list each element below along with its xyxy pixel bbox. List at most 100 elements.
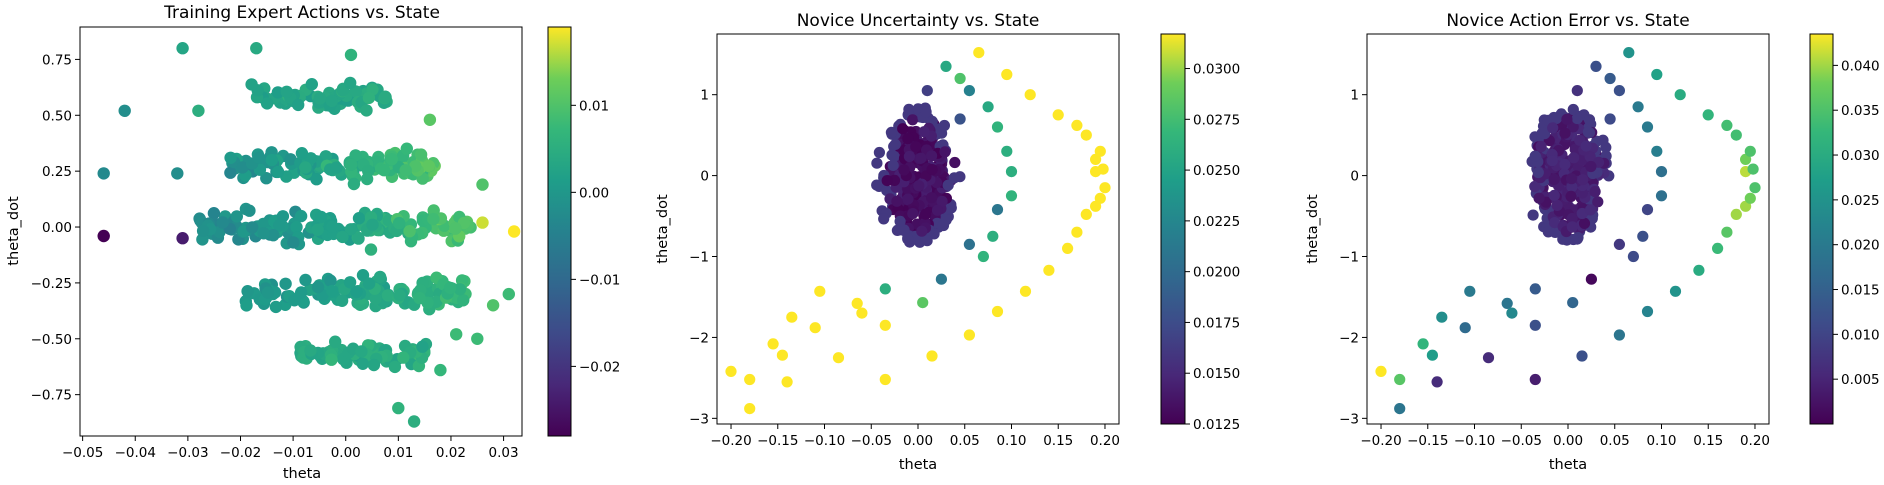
x-tick-label: −0.10	[1454, 433, 1495, 449]
data-point	[344, 223, 358, 236]
data-point	[1565, 190, 1577, 202]
data-point	[267, 229, 280, 242]
colorbar-tick-label: 0.035	[1841, 103, 1880, 119]
data-point	[245, 78, 258, 91]
data-point	[1506, 307, 1518, 319]
data-point	[1529, 150, 1541, 162]
data-point	[336, 230, 349, 244]
x-tick-label: 0.03	[489, 445, 519, 461]
data-point	[921, 85, 933, 97]
data-point	[409, 160, 422, 173]
data-point	[471, 332, 484, 345]
data-point	[1674, 89, 1686, 101]
data-point	[360, 172, 374, 186]
chart-panel-3: Novice Action Error vs. State −0.20 −0.15…	[1305, 11, 1880, 473]
data-point	[243, 204, 256, 217]
y-tick-label: 0.75	[42, 52, 72, 68]
data-point	[397, 351, 410, 364]
data-point	[260, 172, 273, 185]
data-point	[1568, 152, 1580, 164]
data-point	[224, 151, 237, 164]
data-point	[385, 153, 398, 166]
data-point	[1052, 109, 1064, 121]
data-point	[1529, 373, 1541, 386]
data-point	[265, 153, 278, 167]
data-point	[1559, 127, 1571, 139]
data-point	[1501, 297, 1513, 309]
data-point	[907, 114, 919, 126]
data-point	[1576, 350, 1588, 362]
data-point	[767, 338, 779, 350]
data-point	[1604, 113, 1616, 125]
data-point	[915, 152, 927, 164]
data-point	[1641, 305, 1654, 318]
data-point	[414, 148, 428, 161]
colorbar-tick-label: 0.0175	[1193, 315, 1240, 331]
y-tick-label: −1	[689, 250, 709, 266]
y-axis-label: theta_dot	[6, 196, 22, 266]
data-point	[1721, 119, 1733, 131]
data-point	[879, 319, 891, 331]
data-point	[1740, 153, 1752, 165]
x-axis-ticks: −0.20 −0.15 −0.10 −0.05 0.00 0.05 0.10 0.15 0.20	[1360, 424, 1770, 449]
y-axis-ticks: −0.75 −0.50 −0.25 0.00 0.25 0.50 0.75	[31, 52, 80, 404]
points-layer	[97, 42, 521, 428]
data-point	[1744, 145, 1756, 157]
data-point	[434, 363, 447, 377]
x-tick-label: −0.01	[272, 445, 313, 461]
data-point	[1019, 285, 1032, 297]
data-point	[407, 415, 421, 428]
data-point	[891, 195, 903, 207]
data-point	[926, 150, 938, 162]
y-tick-label: −0.75	[31, 388, 72, 404]
data-point	[1559, 158, 1571, 170]
colorbar-tick-label: 0.010	[1841, 327, 1880, 343]
data-point	[939, 146, 951, 158]
data-point	[304, 344, 317, 357]
data-point	[453, 283, 467, 296]
data-point	[369, 292, 382, 305]
points-layer	[1375, 47, 1761, 415]
data-point	[1549, 226, 1561, 238]
x-axis-label: theta	[283, 466, 321, 482]
data-point	[888, 150, 900, 162]
x-tick-label: 0.20	[1090, 433, 1120, 449]
data-point	[325, 353, 338, 366]
data-point	[310, 173, 323, 186]
data-point	[352, 232, 365, 245]
data-point	[977, 250, 990, 263]
data-point	[399, 164, 412, 177]
colorbar-tick-label: 0.025	[1841, 193, 1880, 209]
data-point	[257, 227, 270, 240]
data-point	[324, 274, 337, 287]
data-point	[963, 329, 976, 341]
colorbar-tick-label: 0.0200	[1193, 265, 1240, 281]
data-point	[1747, 163, 1759, 175]
data-point	[377, 164, 391, 177]
data-point	[176, 42, 189, 55]
data-point	[325, 94, 338, 108]
data-point	[1641, 121, 1654, 133]
x-tick-label: −0.15	[1407, 433, 1448, 449]
data-point	[926, 164, 938, 176]
data-point	[814, 285, 826, 297]
x-axis-label: theta	[899, 457, 937, 473]
data-point	[1094, 192, 1106, 204]
data-point	[1005, 166, 1018, 178]
colorbar-tick-label: 0.015	[1841, 283, 1880, 299]
data-point	[355, 345, 368, 358]
data-point	[1548, 189, 1560, 201]
data-point	[444, 281, 457, 295]
data-point	[422, 159, 435, 173]
data-point	[1090, 153, 1102, 165]
data-point	[1590, 60, 1602, 72]
data-point	[873, 146, 886, 159]
data-point	[1567, 103, 1579, 116]
data-point	[271, 86, 285, 99]
data-point	[284, 153, 297, 166]
data-point	[1005, 190, 1018, 202]
data-point	[1548, 173, 1560, 185]
y-tick-label: 1	[1350, 88, 1359, 104]
data-point	[903, 150, 916, 163]
data-point	[920, 208, 932, 220]
